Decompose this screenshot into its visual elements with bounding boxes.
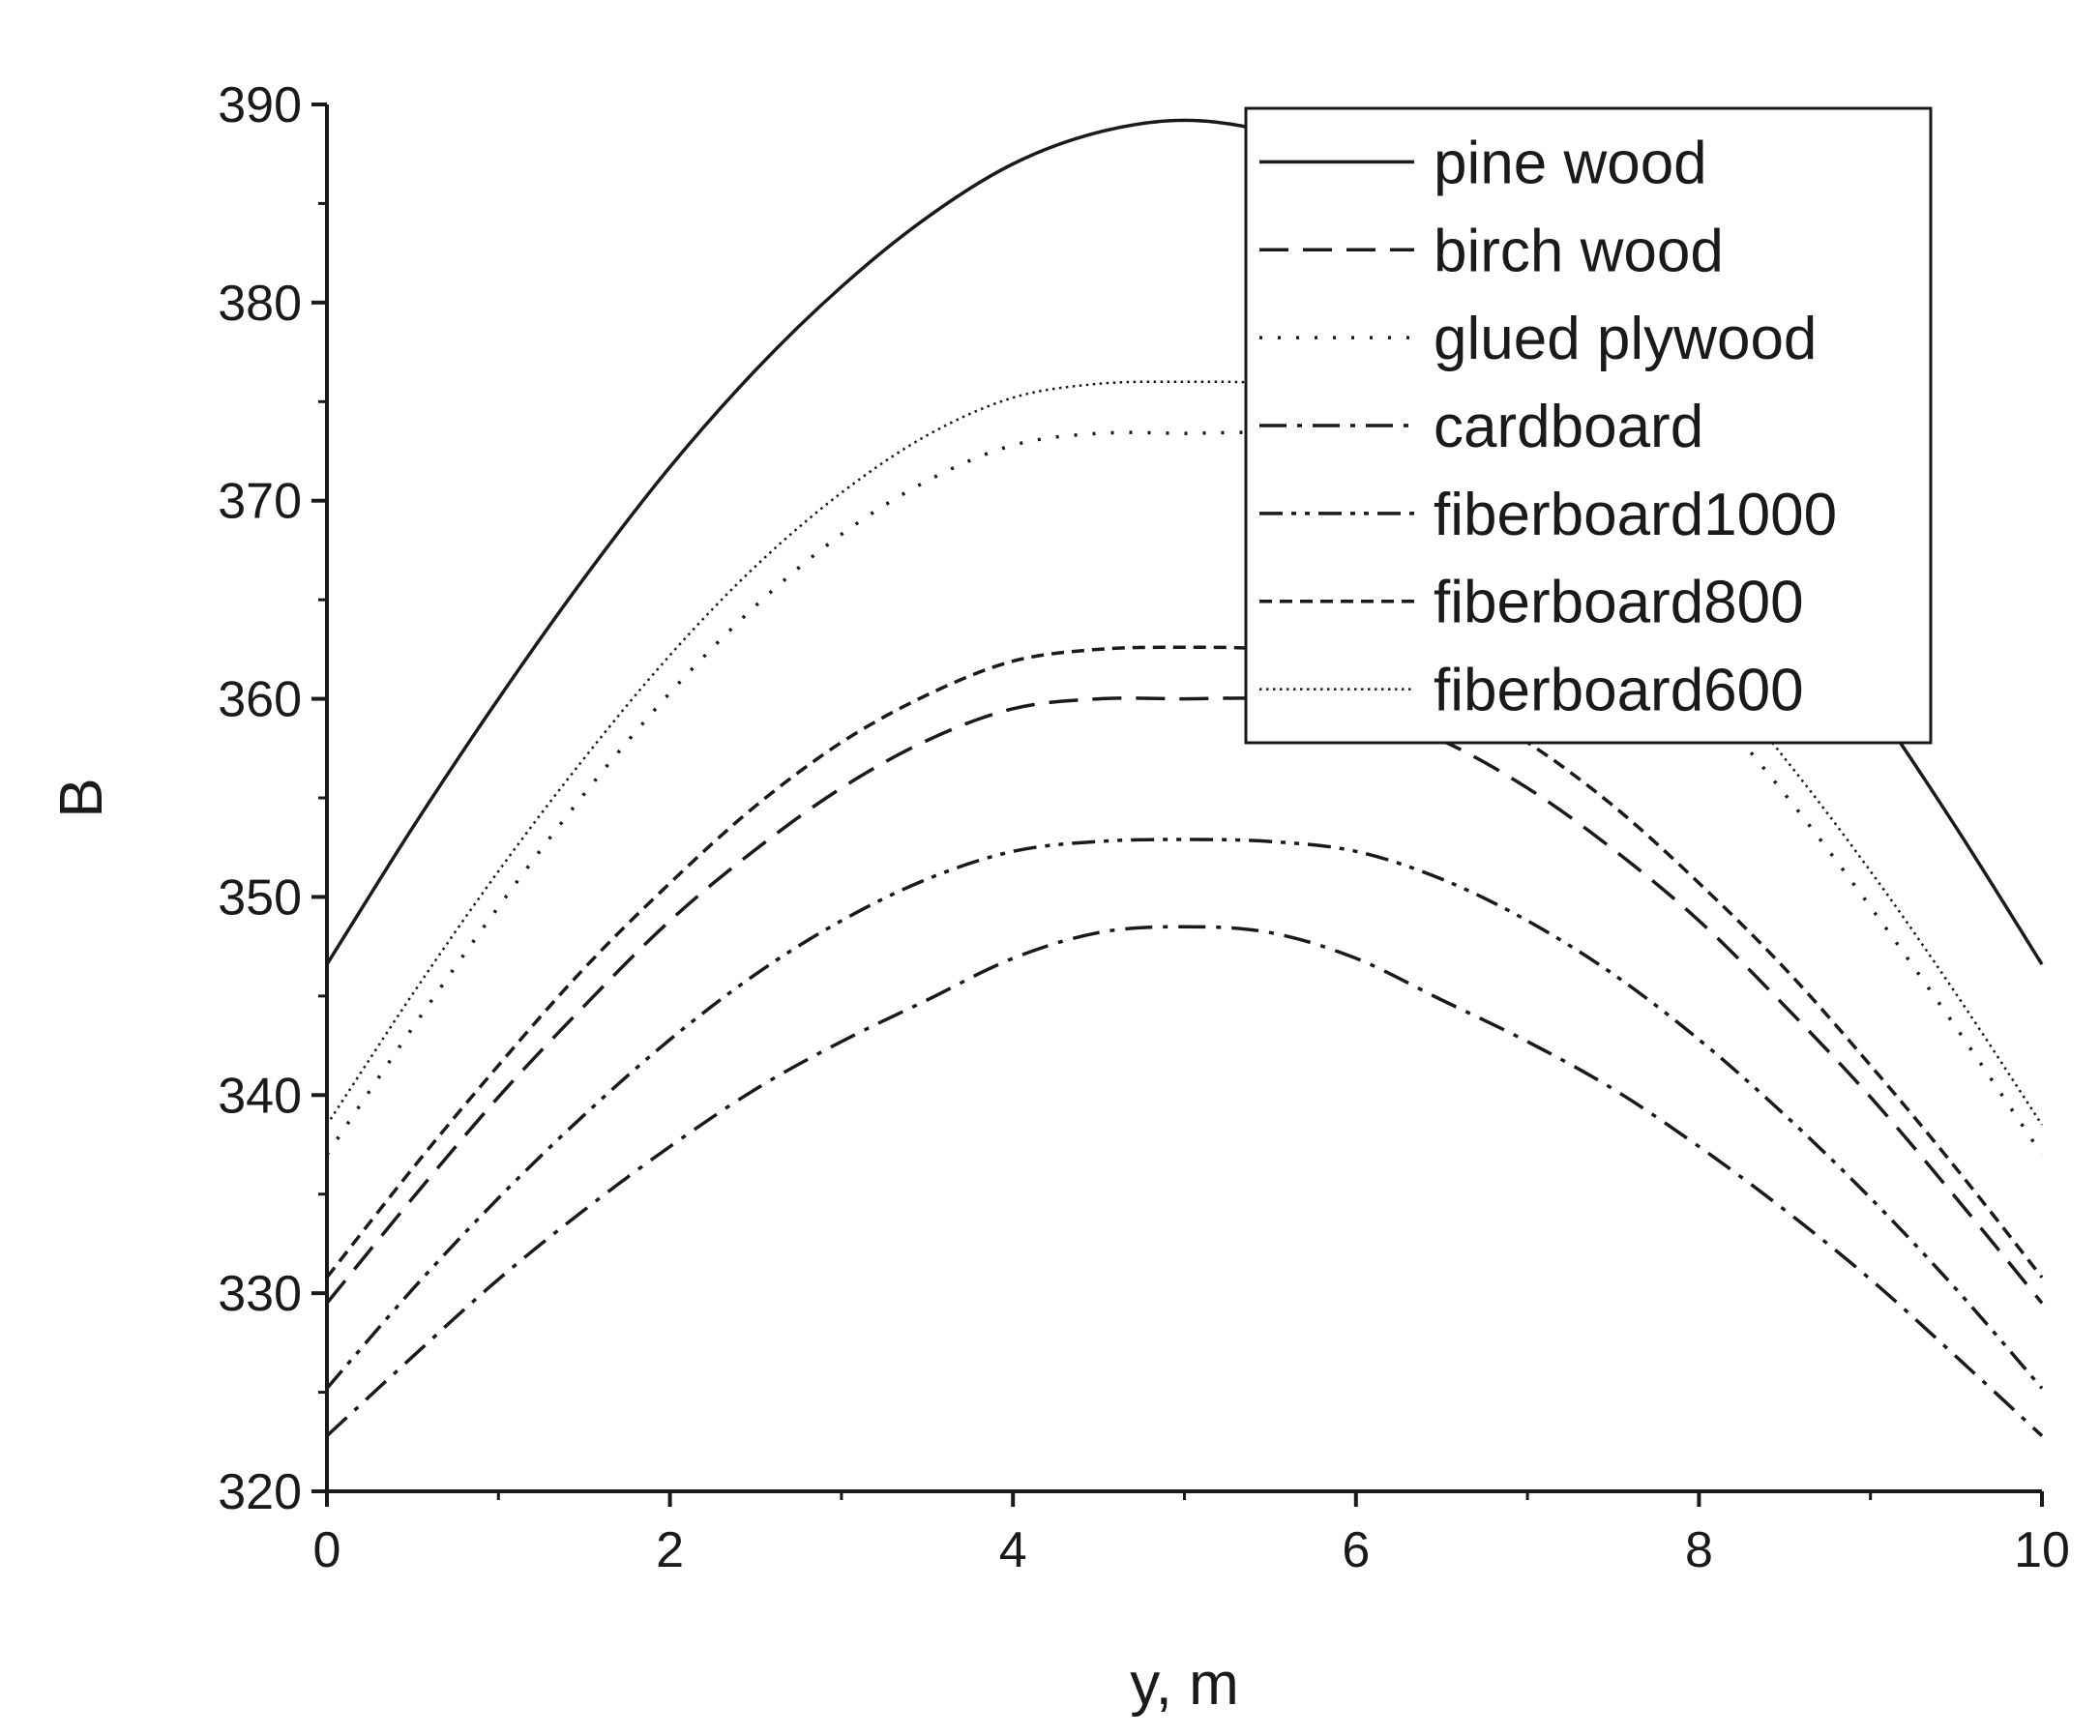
legend-label: birch wood	[1434, 218, 1724, 284]
x-axis-title: y, m	[1130, 1651, 1239, 1718]
y-tick-label: 370	[218, 474, 302, 530]
y-tick-label: 330	[218, 1266, 302, 1322]
x-tick-label: 0	[313, 1522, 341, 1578]
series-line-fiberboard1000	[325, 838, 2044, 1390]
y-tick-label: 380	[218, 276, 302, 332]
x-tick-label: 2	[656, 1522, 684, 1578]
x-tick-label: 6	[1342, 1522, 1370, 1578]
legend-label: pine wood	[1434, 130, 1707, 196]
legend-label: fiberboard800	[1434, 570, 1804, 636]
x-tick-label: 8	[1685, 1522, 1713, 1578]
series-line-birch-wood	[325, 696, 2044, 1305]
y-tick-label: 350	[218, 869, 302, 926]
legend-box	[1244, 106, 1933, 745]
x-tick-label: 4	[999, 1522, 1027, 1578]
legend-label: fiberboard600	[1434, 658, 1804, 724]
y-axis-title: B	[48, 778, 115, 817]
y-tick-label: 320	[218, 1464, 302, 1520]
legend-label: cardboard	[1434, 394, 1703, 460]
series-line-fiberboard800	[325, 645, 2044, 1279]
x-tick-label: 10	[2014, 1522, 2070, 1578]
series-line-glued-plywood	[325, 430, 2044, 1156]
y-tick-label: 340	[218, 1068, 302, 1124]
series-line-fiberboard600	[325, 380, 2044, 1126]
y-tick-label: 360	[218, 672, 302, 728]
legend-label: fiberboard1000	[1434, 482, 1837, 548]
y-tick-label: 390	[218, 77, 302, 133]
legend: pine wood birch wood glued plywood cardboar…	[1244, 106, 1933, 745]
series-line-cardboard	[325, 925, 2044, 1437]
axes: 320 330 340 350 360 370 380 390 0 2 4 6 8 10 y, m B	[48, 77, 2070, 1718]
legend-label: glued plywood	[1434, 306, 1817, 372]
